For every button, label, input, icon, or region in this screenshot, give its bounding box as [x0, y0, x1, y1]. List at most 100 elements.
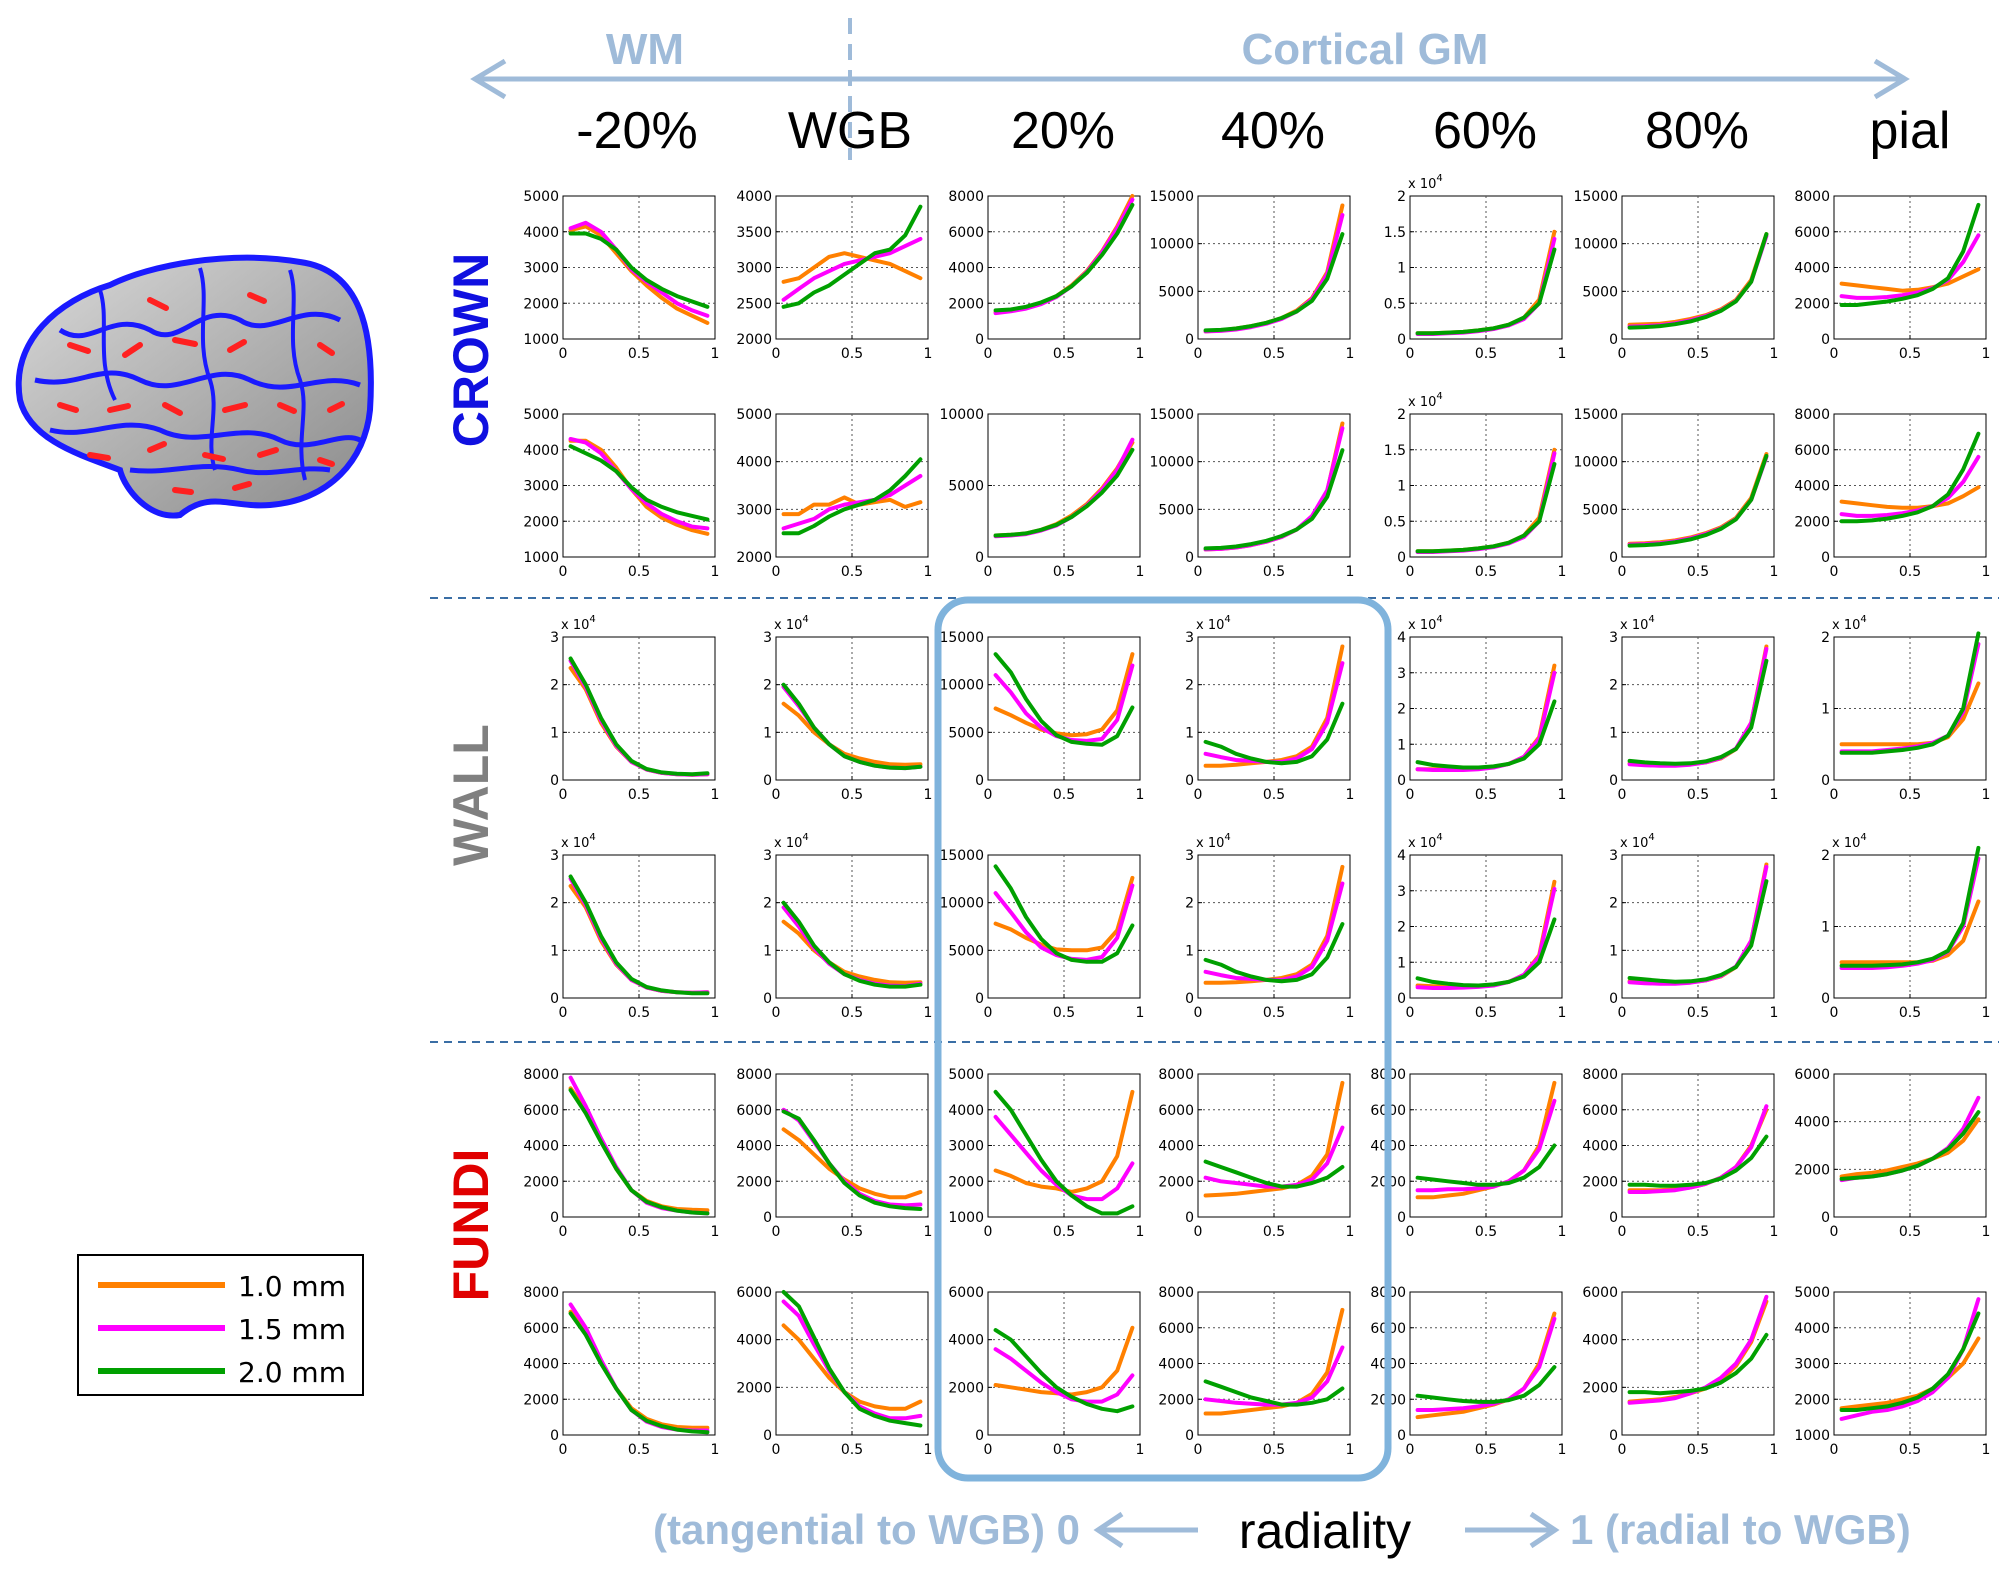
brain-illustration [15, 254, 374, 519]
y-tick-label: 1000 [523, 550, 559, 566]
y-exponent-power: 4 [802, 614, 808, 625]
y-tick-label: 0 [1397, 1210, 1406, 1226]
y-tick-label: 3500 [736, 225, 772, 241]
y-tick-label: 8000 [523, 1285, 559, 1301]
plot-panel: 8000 6000 4000 2000 00 0.5 1 [1582, 1067, 1778, 1240]
x-tick-label: 0 [1406, 1005, 1415, 1021]
y-tick-label: 8000 [948, 189, 984, 205]
plot-panel: 5000 4000 3000 2000 10000 0.5 1 [948, 1067, 1144, 1240]
x-tick-label: 1 [711, 1224, 720, 1240]
series-line-2-0mm [568, 444, 710, 522]
series-line-1-5mm [781, 474, 923, 531]
wm-label: WM [606, 25, 684, 74]
x-tick-label: 0 [984, 1442, 993, 1458]
x-tick-label: 0.5 [628, 1224, 650, 1240]
plot-panel: 6000 4000 2000 00 0.5 1 [948, 1285, 1144, 1458]
x-tick-label: 1 [1346, 787, 1355, 803]
cortical-gm-label: Cortical GM [1242, 25, 1489, 74]
y-tick-label: 0 [975, 773, 984, 789]
plot-panel: 10000 5000 00 0.5 1 [939, 407, 1144, 580]
y-tick-label: 0 [975, 991, 984, 1007]
series-line-1-5mm [1415, 1316, 1557, 1412]
series-line-2-0mm [993, 864, 1135, 964]
y-tick-label: 10000 [1573, 455, 1618, 471]
plot-panel: 8000 6000 4000 2000 00 0.5 1 [948, 189, 1144, 362]
series-line-2-0mm [568, 1088, 710, 1216]
y-tick-label: 0 [1609, 332, 1618, 348]
y-exponent-label: x 104 [774, 832, 809, 851]
y-tick-label: 10000 [1573, 237, 1618, 253]
y-tick-label: 1 [763, 943, 772, 959]
series-line-1-5mm [1839, 454, 1981, 518]
y-tick-label: 0 [975, 332, 984, 348]
x-tick-label: 0.5 [1475, 1224, 1497, 1240]
x-tick-label: 0.5 [628, 787, 650, 803]
y-tick-label: 4000 [948, 1103, 984, 1119]
x-tick-label: 0 [1194, 787, 1203, 803]
x-tick-label: 1 [1346, 1224, 1355, 1240]
y-tick-label: 4000 [523, 1357, 559, 1373]
x-tick-label: 0.5 [1687, 787, 1709, 803]
y-tick-label: 2 [1821, 848, 1830, 864]
series-line-2-0mm [781, 682, 923, 771]
y-tick-label: 0 [1609, 991, 1618, 1007]
series-line-2-0mm [781, 204, 923, 309]
y-tick-label: 2 [1397, 407, 1406, 423]
x-tick-label: 0 [1406, 1442, 1415, 1458]
footer-right-label: 1 (radial to WGB) [1570, 1506, 1911, 1553]
x-tick-label: 0 [772, 346, 781, 362]
y-tick-label: 5000 [523, 189, 559, 205]
y-tick-label: 2000 [1582, 1380, 1618, 1396]
x-tick-label: 1 [1770, 1442, 1779, 1458]
x-tick-label: 1 [924, 1442, 933, 1458]
y-tick-label: 8000 [1794, 189, 1830, 205]
y-tick-label: 3000 [1794, 1357, 1830, 1373]
y-tick-label: 1 [1397, 261, 1406, 277]
plot-panel: 3 2 1 00 0.5 1 x 104 [1609, 832, 1778, 1021]
y-tick-label: 1 [550, 943, 559, 959]
series-line-1-0mm [781, 251, 923, 284]
y-tick-label: 0 [1609, 773, 1618, 789]
y-tick-label: 0 [550, 1428, 559, 1444]
x-tick-label: 0.5 [841, 1224, 863, 1240]
y-exponent-label: x 104 [561, 614, 596, 633]
series-line-1-0mm [993, 652, 1135, 738]
header-arrow [470, 18, 1910, 160]
y-exponent-power: 4 [1860, 832, 1866, 843]
y-tick-label: 1 [1821, 702, 1830, 718]
y-exponent-power: 4 [589, 614, 595, 625]
x-tick-label: 0 [1830, 1005, 1839, 1021]
y-tick-label: 0 [550, 1210, 559, 1226]
y-tick-label: 4000 [736, 189, 772, 205]
x-tick-label: 1 [1558, 1224, 1567, 1240]
series-line-2-0mm [781, 1109, 923, 1211]
y-tick-label: 8000 [1158, 1285, 1194, 1301]
y-tick-label: 5000 [1158, 284, 1194, 300]
x-tick-label: 0.5 [841, 346, 863, 362]
y-tick-label: 6000 [1158, 1321, 1194, 1337]
plot-panel: 15000 10000 5000 00 0.5 1 [1149, 189, 1354, 362]
y-tick-label: 2 [1397, 702, 1406, 718]
y-tick-label: 4 [1397, 630, 1406, 646]
x-tick-label: 0 [559, 346, 568, 362]
x-tick-label: 0 [559, 564, 568, 580]
y-exponent-label: x 104 [1196, 614, 1231, 633]
series-line-2-0mm [1415, 1365, 1557, 1404]
series-line-1-0mm [1839, 267, 1981, 293]
series-line-2-0mm [568, 656, 710, 777]
plot-panel: 15000 10000 5000 00 0.5 1 [1149, 407, 1354, 580]
series-line-1-5mm [568, 437, 710, 531]
y-tick-label: 0 [550, 991, 559, 1007]
series-line-2-0mm [1415, 247, 1557, 336]
x-tick-label: 1 [711, 787, 720, 803]
x-tick-label: 0 [984, 1005, 993, 1021]
x-tick-label: 1 [1982, 1224, 1991, 1240]
x-tick-label: 1 [1558, 564, 1567, 580]
plot-panel: 3 2 1 00 0.5 1 x 104 [763, 614, 932, 803]
y-tick-label: 8000 [1158, 1067, 1194, 1083]
y-exponent-power: 4 [1436, 173, 1442, 184]
y-tick-label: 0 [1821, 1210, 1830, 1226]
y-exponent-power: 4 [589, 832, 595, 843]
y-tick-label: 0 [975, 1428, 984, 1444]
